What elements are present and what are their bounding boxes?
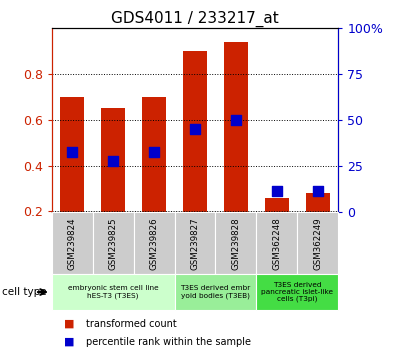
Point <box>192 126 198 132</box>
Bar <box>60 97 84 212</box>
Bar <box>183 51 207 212</box>
Bar <box>101 108 125 212</box>
Text: GSM239827: GSM239827 <box>191 217 199 270</box>
Text: T3ES derived embr
yoid bodies (T3EB): T3ES derived embr yoid bodies (T3EB) <box>180 285 251 299</box>
Text: ■: ■ <box>64 319 74 329</box>
Text: embryonic stem cell line
hES-T3 (T3ES): embryonic stem cell line hES-T3 (T3ES) <box>68 285 158 299</box>
Text: GSM362248: GSM362248 <box>272 217 281 270</box>
Text: T3ES derived
pancreatic islet-like
cells (T3pi): T3ES derived pancreatic islet-like cells… <box>261 282 334 302</box>
Bar <box>142 97 166 212</box>
Text: GSM239825: GSM239825 <box>109 217 118 270</box>
Text: GSM239826: GSM239826 <box>150 217 158 270</box>
Text: percentile rank within the sample: percentile rank within the sample <box>86 337 251 347</box>
Point <box>233 117 239 122</box>
Bar <box>265 198 289 212</box>
Text: GSM362249: GSM362249 <box>313 217 322 270</box>
Point <box>69 149 75 155</box>
Text: cell type: cell type <box>2 287 47 297</box>
Text: transformed count: transformed count <box>86 319 176 329</box>
Text: GSM239828: GSM239828 <box>232 217 240 270</box>
Point <box>110 158 116 164</box>
Point <box>274 188 280 194</box>
Point <box>151 149 157 155</box>
Title: GDS4011 / 233217_at: GDS4011 / 233217_at <box>111 11 279 27</box>
Bar <box>306 193 330 212</box>
Text: ■: ■ <box>64 337 74 347</box>
Bar <box>224 42 248 212</box>
Point <box>315 188 321 194</box>
Text: GSM239824: GSM239824 <box>68 217 77 270</box>
